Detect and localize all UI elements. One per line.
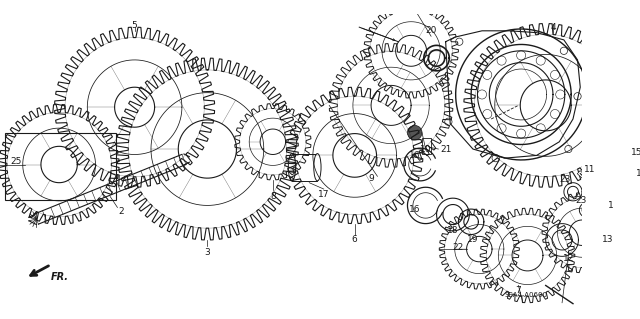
Bar: [292, 153, 317, 181]
Text: 16: 16: [409, 151, 420, 160]
Circle shape: [598, 205, 607, 214]
Text: 15: 15: [631, 148, 640, 157]
Circle shape: [483, 70, 492, 79]
Text: 6: 6: [352, 235, 358, 244]
Text: 11: 11: [584, 165, 595, 174]
Bar: [422, 138, 431, 154]
Text: FR.: FR.: [51, 272, 69, 282]
Circle shape: [536, 124, 545, 133]
Circle shape: [550, 109, 559, 119]
Text: 21: 21: [440, 145, 451, 153]
Text: 25: 25: [11, 157, 22, 166]
Bar: [4, 133, 115, 200]
Text: 23: 23: [560, 175, 571, 184]
Ellipse shape: [288, 153, 296, 181]
Circle shape: [550, 70, 559, 79]
Circle shape: [445, 118, 452, 125]
Text: 18: 18: [447, 226, 459, 235]
Text: 3: 3: [205, 248, 210, 257]
Circle shape: [456, 38, 463, 45]
Text: 14: 14: [636, 169, 640, 178]
Text: 13: 13: [602, 235, 613, 244]
Text: 20: 20: [426, 26, 436, 35]
Text: 17: 17: [318, 190, 330, 199]
Text: 5: 5: [132, 21, 138, 30]
Circle shape: [564, 145, 572, 153]
Text: 7: 7: [516, 286, 522, 294]
Text: 1: 1: [608, 201, 614, 210]
Text: 2: 2: [118, 207, 124, 217]
Text: 22: 22: [452, 243, 464, 252]
Text: 19: 19: [467, 235, 479, 244]
Text: 16: 16: [409, 205, 420, 214]
Circle shape: [574, 93, 581, 100]
Circle shape: [516, 51, 525, 60]
Circle shape: [536, 56, 545, 65]
Text: 12: 12: [563, 254, 574, 263]
Circle shape: [483, 109, 492, 119]
Circle shape: [477, 90, 486, 99]
Text: 8: 8: [270, 192, 276, 201]
Ellipse shape: [314, 153, 321, 181]
Text: SEA4-A0600: SEA4-A0600: [504, 292, 547, 298]
Circle shape: [556, 90, 564, 99]
Circle shape: [408, 125, 422, 140]
Circle shape: [492, 154, 499, 162]
Circle shape: [516, 129, 525, 138]
Text: 9: 9: [368, 174, 374, 183]
Text: 23: 23: [575, 197, 587, 205]
Text: 10: 10: [420, 145, 431, 153]
Circle shape: [560, 47, 568, 55]
Circle shape: [497, 56, 506, 65]
Text: 4: 4: [550, 23, 556, 32]
Circle shape: [497, 124, 506, 133]
